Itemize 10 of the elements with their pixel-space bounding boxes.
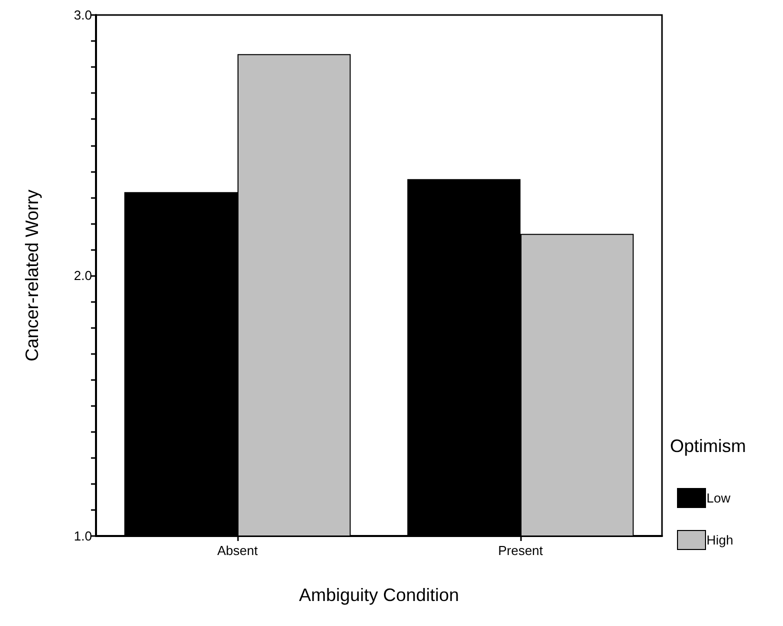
legend-label: High (706, 532, 734, 548)
y-tick-label: 3.0 (74, 8, 92, 22)
legend-title: Optimism (670, 436, 746, 456)
y-tick-label: 2.0 (74, 268, 92, 283)
y-axis-title: Cancer-related Worry (22, 190, 42, 362)
x-axis-title: Ambiguity Condition (298, 585, 460, 605)
y-tick-label: 1.0 (74, 528, 92, 544)
legend-label: Low (706, 490, 731, 506)
x-tick-label: Absent (217, 543, 258, 558)
x-tick-label: Present (498, 543, 544, 558)
